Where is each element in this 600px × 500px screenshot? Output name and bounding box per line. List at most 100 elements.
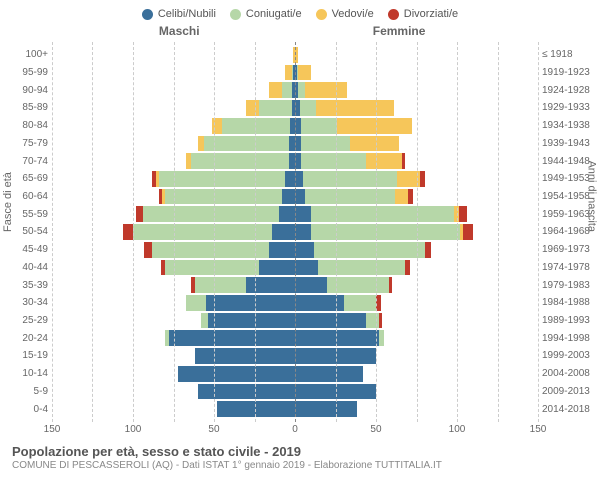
- birth-label: 1954-1958: [542, 188, 600, 206]
- legend-label: Divorziati/e: [404, 8, 458, 20]
- bar-segment: [272, 224, 295, 240]
- age-label: 30-34: [0, 294, 48, 312]
- chart-footer: Popolazione per età, sesso e stato civil…: [0, 438, 600, 471]
- gender-headers: Maschi Femmine: [0, 24, 600, 40]
- age-label: 95-99: [0, 64, 48, 82]
- bar-segment: [327, 277, 389, 293]
- legend: Celibi/NubiliConiugati/eVedovi/eDivorzia…: [0, 0, 600, 24]
- bar-segment: [208, 313, 295, 329]
- birth-label: ≤ 1918: [542, 46, 600, 64]
- age-label: 75-79: [0, 135, 48, 153]
- age-label: 15-19: [0, 347, 48, 365]
- birth-year-labels: 2014-20182009-20132004-20081999-20031994…: [542, 46, 600, 418]
- bar-segment: [316, 100, 394, 116]
- center-line: [295, 42, 296, 422]
- x-tick: 50: [370, 424, 381, 435]
- bar-segment: [295, 242, 314, 258]
- age-label: 5-9: [0, 383, 48, 401]
- birth-label: 1974-1978: [542, 259, 600, 277]
- grid-line: [417, 42, 418, 422]
- birth-label: 1949-1953: [542, 170, 600, 188]
- bar-segment: [311, 224, 460, 240]
- birth-label: 2004-2008: [542, 365, 600, 383]
- bar-segment: [295, 224, 311, 240]
- age-label: 80-84: [0, 117, 48, 135]
- bar-segment: [305, 189, 396, 205]
- bar-segment: [269, 82, 282, 98]
- grid-line: [457, 42, 458, 422]
- grid-line: [498, 42, 499, 422]
- bar-segment: [305, 82, 347, 98]
- header-male: Maschi: [159, 24, 200, 38]
- bar-segment: [366, 153, 402, 169]
- age-label: 90-94: [0, 81, 48, 99]
- bar-segment: [246, 100, 259, 116]
- bar-segment: [169, 330, 295, 346]
- grid-line: [174, 42, 175, 422]
- birth-label: 1969-1973: [542, 241, 600, 259]
- legend-swatch: [388, 9, 399, 20]
- bar-segment: [301, 153, 366, 169]
- birth-label: 1979-1983: [542, 276, 600, 294]
- bar-segment: [222, 118, 290, 134]
- bar-segment: [259, 100, 291, 116]
- legend-swatch: [316, 9, 327, 20]
- legend-swatch: [230, 9, 241, 20]
- grid-line: [538, 42, 539, 422]
- bar-segment: [198, 384, 295, 400]
- bar-segment: [379, 313, 382, 329]
- birth-label: 1934-1938: [542, 117, 600, 135]
- chart-subtitle: COMUNE DI PESCASSEROLI (AQ) - Dati ISTAT…: [12, 460, 588, 471]
- bar-segment: [300, 100, 316, 116]
- bar-segment: [259, 260, 295, 276]
- bar-segment: [366, 313, 379, 329]
- age-label: 10-14: [0, 365, 48, 383]
- header-female: Femmine: [373, 24, 426, 38]
- bar-segment: [195, 277, 247, 293]
- birth-label: 1989-1993: [542, 312, 600, 330]
- bar-segment: [133, 224, 272, 240]
- legend-swatch: [142, 9, 153, 20]
- bar-segment: [285, 171, 295, 187]
- chart-title: Popolazione per età, sesso e stato civil…: [12, 444, 588, 459]
- bar-segment: [143, 206, 279, 222]
- bar-segment: [144, 242, 152, 258]
- bar-segment: [295, 189, 305, 205]
- birth-label: 1919-1923: [542, 64, 600, 82]
- age-label: 35-39: [0, 276, 48, 294]
- bar-segment: [303, 171, 397, 187]
- bar-segment: [217, 401, 295, 417]
- bar-segment: [295, 206, 311, 222]
- legend-item: Coniugati/e: [230, 8, 302, 20]
- bar-segment: [301, 136, 350, 152]
- birth-label: 1994-1998: [542, 329, 600, 347]
- age-label: 40-44: [0, 259, 48, 277]
- grid-line: [133, 42, 134, 422]
- bar-segment: [279, 206, 295, 222]
- grid-line: [255, 42, 256, 422]
- bar-segment: [395, 189, 408, 205]
- x-tick: 100: [125, 424, 142, 435]
- age-label: 45-49: [0, 241, 48, 259]
- bar-segment: [337, 118, 412, 134]
- x-tick: 150: [530, 424, 547, 435]
- bar-segment: [311, 206, 454, 222]
- grid-line: [376, 42, 377, 422]
- age-label: 70-74: [0, 152, 48, 170]
- bar-segment: [282, 189, 295, 205]
- legend-label: Vedovi/e: [332, 8, 374, 20]
- birth-label: 1984-1988: [542, 294, 600, 312]
- population-pyramid-chart: Celibi/NubiliConiugati/eVedovi/eDivorzia…: [0, 0, 600, 500]
- bar-segment: [269, 242, 295, 258]
- birth-label: 1929-1933: [542, 99, 600, 117]
- bar-segment: [295, 313, 366, 329]
- bar-segment: [191, 153, 288, 169]
- grid-line: [214, 42, 215, 422]
- x-tick: 0: [292, 424, 298, 435]
- age-label: 65-69: [0, 170, 48, 188]
- bar-segment: [402, 153, 405, 169]
- bar-segment: [420, 171, 425, 187]
- bar-segment: [350, 136, 399, 152]
- bar-segment: [178, 366, 295, 382]
- bar-segment: [408, 189, 413, 205]
